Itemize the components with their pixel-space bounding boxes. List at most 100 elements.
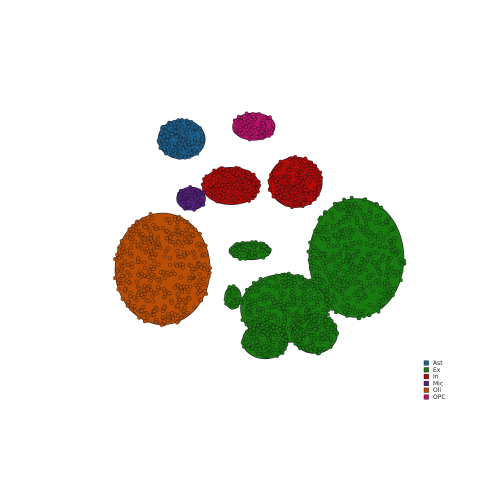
- point-ex: [311, 255, 316, 260]
- point-in: [315, 192, 320, 197]
- point-ex: [287, 282, 292, 286]
- point-ex: [376, 263, 381, 268]
- point-in: [318, 170, 323, 175]
- point-ex: [241, 250, 246, 255]
- point-ex: [273, 285, 278, 290]
- point-ex: [329, 318, 334, 323]
- point-ex: [299, 303, 304, 308]
- point-ex: [329, 326, 334, 331]
- point-oli: [113, 276, 118, 281]
- point-ex: [271, 347, 276, 352]
- point-oli: [189, 239, 194, 244]
- point-ast: [180, 138, 185, 143]
- point-in: [208, 179, 213, 184]
- point-oli: [160, 315, 165, 320]
- point-in: [286, 193, 291, 198]
- point-ex: [345, 313, 350, 318]
- point-mic: [195, 203, 200, 208]
- point-in: [241, 170, 246, 175]
- point-ex: [267, 346, 272, 351]
- point-in: [211, 195, 216, 199]
- point-ex: [343, 227, 348, 232]
- point-in: [200, 182, 205, 187]
- point-ast: [156, 138, 161, 143]
- point-ex: [241, 344, 246, 349]
- point-ex: [292, 291, 297, 296]
- point-oli: [134, 220, 139, 225]
- point-in: [290, 198, 295, 203]
- point-ex: [322, 265, 327, 270]
- point-ex: [339, 304, 344, 309]
- point-in: [276, 196, 280, 201]
- point-in: [315, 168, 320, 173]
- point-ex: [273, 278, 278, 283]
- legend-label-opc: OPC: [433, 394, 446, 401]
- point-in: [307, 179, 312, 184]
- point-ex: [261, 255, 266, 260]
- point-ex: [367, 236, 372, 241]
- point-oli: [168, 256, 173, 261]
- point-ex: [281, 329, 286, 334]
- point-in: [299, 166, 304, 171]
- point-ex: [390, 293, 395, 298]
- point-ex: [280, 272, 285, 277]
- point-oli: [141, 217, 146, 221]
- point-oli: [186, 290, 191, 295]
- point-ex: [325, 297, 330, 302]
- point-in: [234, 165, 238, 170]
- point-in: [298, 188, 303, 193]
- point-in: [241, 183, 246, 188]
- point-in: [250, 175, 255, 180]
- point-oli: [201, 276, 206, 281]
- point-ex: [378, 231, 383, 236]
- point-in: [316, 181, 321, 186]
- point-ex: [328, 336, 333, 341]
- point-ex: [277, 327, 282, 332]
- point-ex: [349, 195, 354, 200]
- point-ex: [321, 308, 326, 313]
- point-ex: [226, 289, 231, 294]
- point-ex: [234, 291, 239, 295]
- point-mic: [188, 185, 193, 190]
- point-ex: [323, 331, 328, 336]
- point-in: [282, 195, 287, 200]
- point-ex: [345, 212, 350, 216]
- point-ex: [385, 260, 390, 264]
- point-in: [312, 173, 317, 178]
- point-oli: [181, 297, 186, 302]
- point-ex: [321, 237, 326, 242]
- point-ex: [265, 352, 270, 357]
- point-ast: [163, 129, 168, 134]
- point-ex: [348, 201, 353, 206]
- point-in: [238, 186, 243, 191]
- point-ex: [400, 262, 405, 267]
- point-ex: [277, 303, 282, 307]
- point-ex: [230, 293, 235, 298]
- point-oli: [164, 228, 169, 233]
- point-in: [289, 168, 294, 173]
- point-ast: [161, 124, 166, 129]
- point-in: [246, 180, 251, 185]
- point-ex: [381, 297, 386, 302]
- point-ex: [357, 271, 362, 276]
- point-ex: [311, 318, 316, 323]
- point-in: [242, 199, 247, 204]
- point-oli: [159, 322, 164, 327]
- point-ex: [324, 292, 329, 297]
- point-oli: [128, 232, 133, 237]
- point-ex: [324, 260, 329, 265]
- point-opc: [247, 114, 252, 119]
- point-in: [246, 188, 251, 193]
- point-in: [208, 192, 213, 197]
- point-ex: [326, 257, 330, 262]
- point-in: [230, 185, 235, 190]
- point-ex: [386, 264, 391, 269]
- scatter-points: [113, 111, 407, 360]
- point-oli: [142, 237, 147, 242]
- point-ex: [305, 329, 310, 334]
- point-ex: [296, 321, 301, 326]
- point-ast: [174, 134, 179, 139]
- point-oli: [172, 217, 177, 222]
- point-ex: [366, 230, 371, 235]
